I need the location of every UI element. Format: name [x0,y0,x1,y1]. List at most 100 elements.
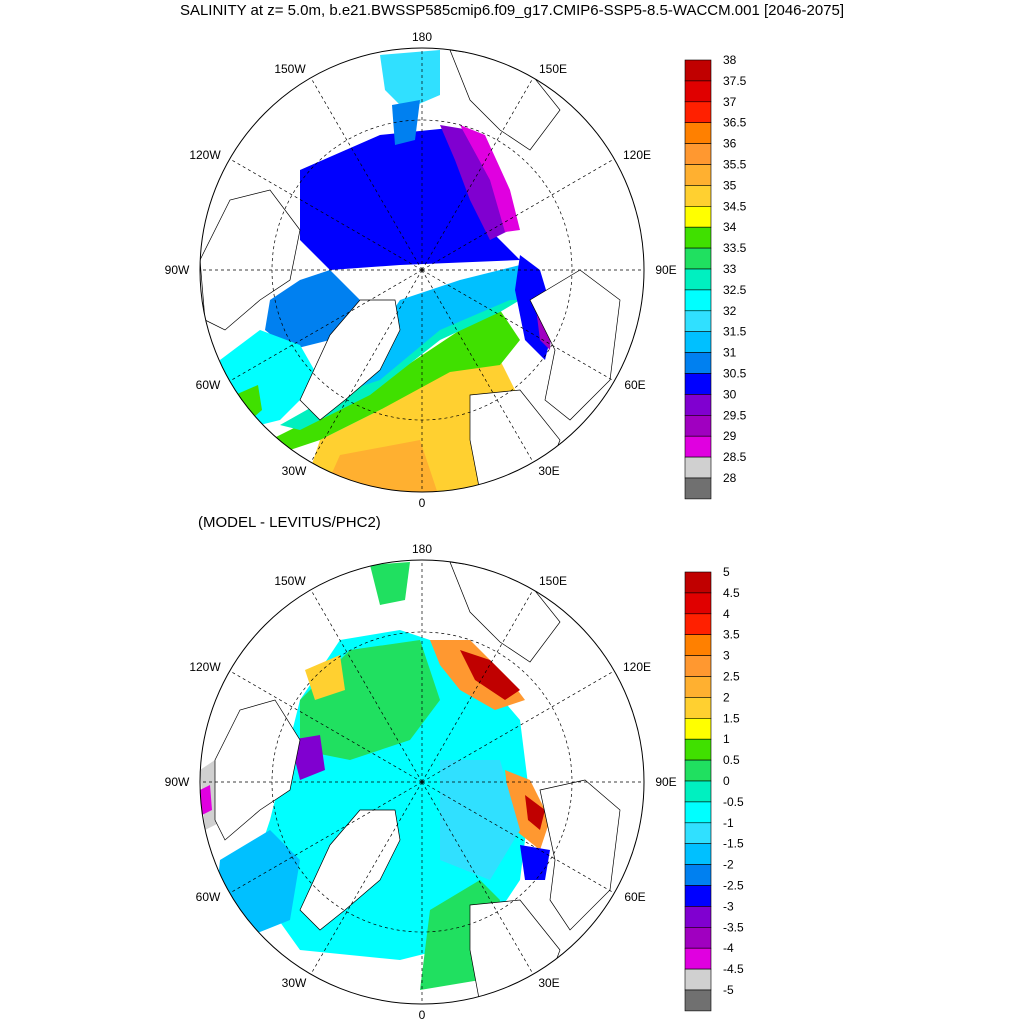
colorbar-2-swatch [684,780,712,803]
colorbar-2-swatch [684,885,712,907]
colorbar-2-swatch [684,571,712,594]
colorbar-1-tick-label: 36.5 [723,116,747,130]
colorbar-2-tick-label: 3.5 [723,628,740,642]
panel-2-graticule [200,560,644,1004]
lon-label-90e: 90E [655,775,676,789]
panel-1-map: 180 150E 120E 90E 60E 30E 0 30W 60W 90W … [165,30,677,510]
colorbar-1-tick-label: 35.5 [723,158,747,172]
lon-label-120e: 120E [623,148,651,162]
colorbar-1-tick-label: 28 [723,471,737,485]
colorbar-1-tick-label: 33 [723,262,737,276]
colorbar-1-swatch [684,226,712,249]
colorbar-1-tick-label: 28.5 [723,450,747,464]
colorbar-2-swatch [684,864,712,886]
salinity-region-siberian-rivers [460,125,520,232]
colorbar-1-swatch [684,206,712,228]
colorbar-2-tick-label: 2.5 [723,670,740,684]
colorbar-1-swatch [684,477,712,500]
lon-label-150e: 150E [539,62,567,76]
colorbar-2-swatch [684,676,712,698]
figure-title: SALINITY at z= 5.0m, b.e21.BWSSP585cmip6… [179,2,845,19]
colorbar-2-swatch [684,926,712,949]
colorbar-1-swatch [684,289,712,312]
colorbar-1-swatch [684,268,712,291]
colorbar-1-swatch [684,310,712,332]
colorbar-1-swatch [684,331,712,353]
colorbar-2-tick-label: -1 [723,816,734,830]
colorbar-1-tick-label: 32.5 [723,283,747,297]
colorbar-2-swatch [684,613,712,635]
greenland-landmass [299,809,401,931]
siberia-landmass [529,269,621,421]
colorbar-2-tick-label: 1 [723,732,730,746]
siberia-landmass [539,779,621,931]
lon-label-180: 180 [412,542,432,556]
lon-label-150w: 150W [274,62,306,76]
colorbar-1-tick-label: 37 [723,95,737,109]
lon-label-30w: 30W [282,464,307,478]
colorbar-2-tick-label: 0.5 [723,753,740,767]
lon-label-60e: 60E [624,890,645,904]
colorbar-2-tick-label: -5 [723,983,734,997]
lon-label-30e: 30E [538,464,559,478]
colorbar-1-tick-label: 34.5 [723,199,747,213]
colorbar-1-tick-label: 31 [723,346,737,360]
colorbar-2-tick-label: 4 [723,607,730,621]
lon-label-120w: 120W [189,660,221,674]
anomaly-region-beaufort-shelf [305,655,345,700]
lon-label-60e: 60E [624,378,645,392]
colorbar-1-swatch [684,185,712,207]
colorbar-1-tick-label: 34 [723,220,737,234]
colorbar-2-swatch [684,592,712,615]
colorbar-2-tick-label: -4 [723,941,734,955]
colorbar-1-tick-label: 31.5 [723,325,747,339]
colorbar-2-swatch [684,634,712,656]
colorbar-1-tick-label: 36 [723,137,737,151]
colorbar-1-swatch [684,143,712,165]
lon-label-180: 180 [412,30,432,44]
colorbar-2-tick-label: -2 [723,858,734,872]
lon-label-60w: 60W [196,890,221,904]
colorbar-1-swatch [684,352,712,374]
lon-label-120w: 120W [189,148,221,162]
colorbar-2-swatch [684,989,712,1012]
lon-label-150w: 150W [274,574,306,588]
colorbar-2-tick-label: 4.5 [723,586,740,600]
panel-2-map: 180 150E 120E 90E 60E 30E 0 30W 60W 90W … [165,542,677,1022]
colorbar-2-swatch [684,968,712,991]
salinity-region-bering-strait [392,100,420,145]
colorbar-1-swatch [684,456,712,479]
colorbar-2-swatch [684,738,712,761]
canada-landmass [214,699,301,841]
colorbar-2-tick-label: 0 [723,774,730,788]
colorbar-2-swatch [684,655,712,677]
lon-label-150e: 150E [539,574,567,588]
salinity-region-barents-sea [270,310,520,450]
colorbar-1-tick-label: 29 [723,429,737,443]
colorbar-1-swatch [684,414,712,437]
colorbar-1-tick-label: 33.5 [723,241,747,255]
colorbar-1-tick-label: 32 [723,304,737,318]
colorbar-2-swatch [684,843,712,865]
anomaly-region-kara-peak [525,795,545,830]
salinity-region-bering-sea [380,50,440,110]
colorbar-2-swatch [684,906,712,928]
colorbar-2-tick-label: -2.5 [723,879,744,893]
colorbar-2-tick-label: 3 [723,649,730,663]
anomaly-region-barents-sea [440,760,520,880]
colorbar-2-swatch [684,947,712,970]
colorbar-2-tick-label: 5 [723,565,730,579]
colorbar-2-tick-label: -1.5 [723,837,744,851]
panel-2-colorbar: 5 4.5 4 3.5 3 2.5 2 1.5 1 0.5 0 -0.5 -1 -1.5 -2 -2.5 -3 -… [684,565,744,1012]
colorbar-2-tick-label: -4.5 [723,962,744,976]
lon-label-60w: 60W [196,378,221,392]
panel-2-title: (MODEL - LEVITUS/PHC2) [198,514,381,531]
colorbar-1-tick-label: 35 [723,178,737,192]
lon-label-0: 0 [419,496,426,510]
anomaly-region-east-siberian-peak [460,650,520,700]
lon-label-30e: 30E [538,976,559,990]
colorbar-1-tick-label: 30 [723,387,737,401]
colorbar-1-swatch [684,164,712,186]
colorbar-1-tick-label: 37.5 [723,74,747,88]
anomaly-region-bering-sea [370,562,410,605]
